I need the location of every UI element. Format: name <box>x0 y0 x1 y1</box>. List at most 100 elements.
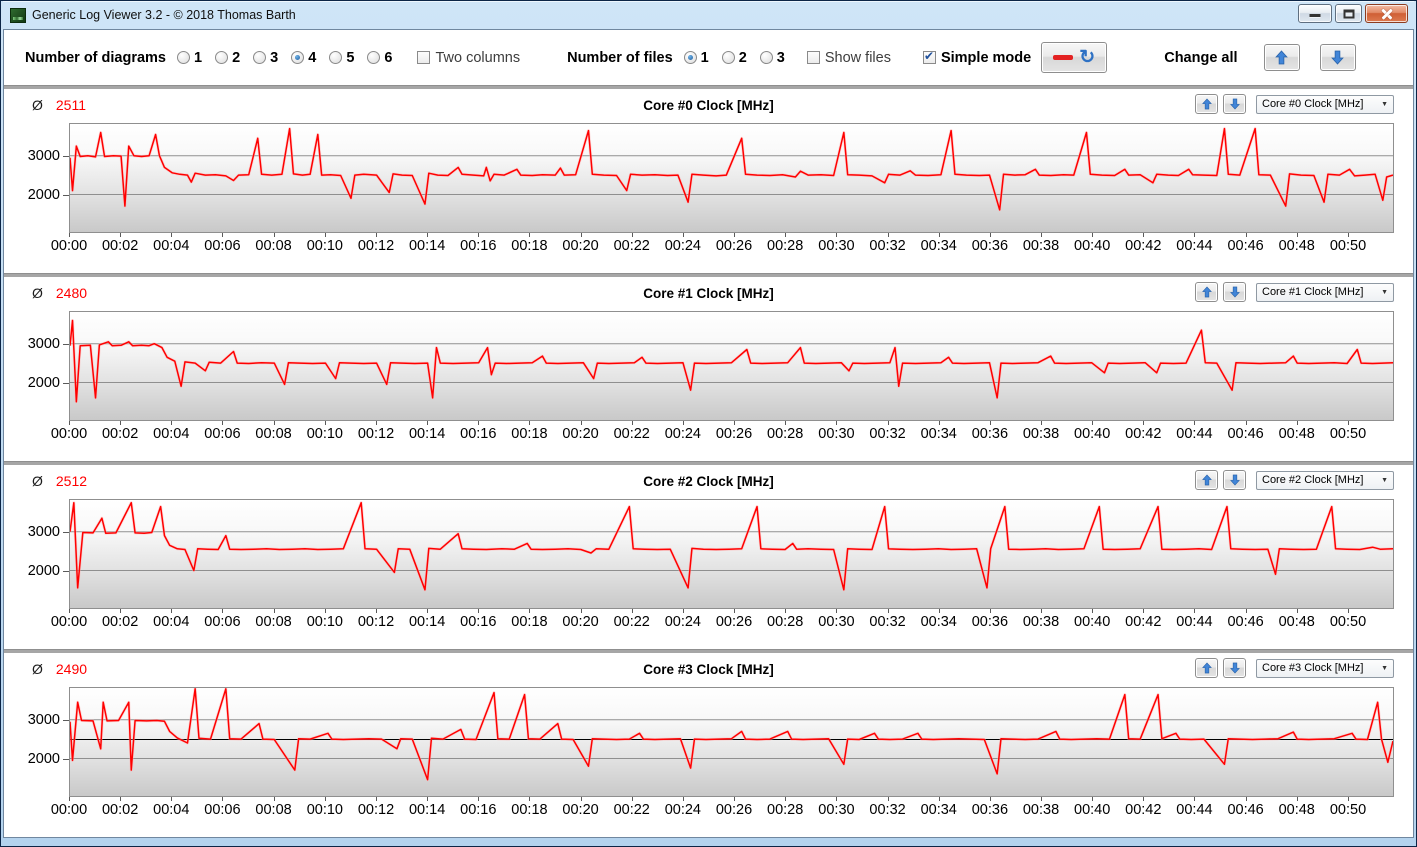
x-axis-label: 00:22 <box>613 802 650 818</box>
radio-icon[interactable] <box>177 51 190 64</box>
x-axis-label: 00:26 <box>715 426 753 442</box>
two-columns-checkbox-box[interactable] <box>417 51 431 64</box>
chevron-down-icon: ▼ <box>1381 288 1388 296</box>
radio-icon[interactable] <box>759 51 773 64</box>
panel-move-down-button[interactable] <box>1223 658 1246 678</box>
radio-icon[interactable] <box>683 51 697 64</box>
average-value: 2490 <box>55 661 88 677</box>
x-axis-tick <box>324 797 326 801</box>
x-axis-label: 00:04 <box>153 426 190 442</box>
x-axis-tick <box>580 797 582 801</box>
show-files-checkbox-box[interactable] <box>806 51 820 64</box>
panel-move-up-button[interactable] <box>1195 94 1218 114</box>
x-axis-label: 00:46 <box>1227 426 1264 442</box>
change-all-up-button[interactable] <box>1263 44 1300 71</box>
signal-select[interactable]: Core #0 Clock [MHz] ▼ <box>1256 94 1394 114</box>
radio-label: 1 <box>194 49 203 66</box>
two-columns-checkbox[interactable]: Two columns <box>417 50 520 66</box>
x-axis-label: 00:24 <box>664 238 702 254</box>
x-axis-tick <box>376 609 377 613</box>
radio-icon[interactable] <box>253 51 267 64</box>
x-axis-label: 00:46 <box>1227 802 1264 818</box>
radio-icon[interactable] <box>215 51 229 64</box>
x-axis-tick <box>836 609 838 613</box>
x-axis-label: 00:08 <box>255 426 292 442</box>
maximize-button[interactable] <box>1335 4 1362 23</box>
x-axis-tick <box>1041 421 1043 425</box>
x-axis-tick <box>938 421 940 425</box>
panel-move-up-button[interactable] <box>1195 282 1218 302</box>
files-option-1[interactable]: 1 <box>683 50 709 66</box>
x-axis-tick <box>580 421 582 425</box>
x-axis-tick <box>1296 421 1298 425</box>
x-axis-tick <box>1245 797 1247 801</box>
chart-panel-3: Ø 2490 Core #3 Clock [MHz] Core #3 Clock … <box>4 653 1413 837</box>
x-axis-label: 00:16 <box>460 614 497 630</box>
x-axis-label: 00:00 <box>50 426 88 442</box>
radio-icon[interactable] <box>329 51 343 64</box>
show-files-checkbox[interactable]: Show files <box>806 50 891 66</box>
x-axis-label: 00:30 <box>818 614 855 630</box>
chevron-down-icon: ▼ <box>1381 476 1388 484</box>
x-axis-tick <box>836 421 838 425</box>
simple-mode-label: Simple mode <box>940 49 1032 66</box>
app-icon <box>10 7 26 23</box>
change-all-down-button[interactable] <box>1319 44 1356 71</box>
radio-icon[interactable] <box>721 51 735 64</box>
panel-move-up-button[interactable] <box>1195 470 1218 490</box>
charts-container: Ø 2511 Core #0 Clock [MHz] Core #0 Clock … <box>4 89 1413 837</box>
files-option-3[interactable]: 3 <box>759 50 785 66</box>
diagrams-option-6[interactable]: 6 <box>367 50 392 66</box>
y-axis-tick <box>63 570 69 572</box>
x-axis-tick <box>427 609 429 613</box>
x-axis-tick <box>478 421 480 425</box>
average-value: 2480 <box>55 285 88 301</box>
diagrams-option-4[interactable]: 4 <box>291 50 316 66</box>
x-axis-tick <box>734 609 736 613</box>
x-axis-label: 00:24 <box>664 614 702 630</box>
down-arrow-icon <box>1229 662 1240 674</box>
radio-icon[interactable] <box>367 51 381 64</box>
minimize-button[interactable] <box>1298 4 1332 23</box>
x-axis-label: 00:02 <box>101 426 139 442</box>
x-axis-tick <box>1245 609 1247 613</box>
x-axis-tick <box>631 609 633 613</box>
x-axis-tick <box>682 233 684 237</box>
signal-select[interactable]: Core #3 Clock [MHz] ▼ <box>1256 658 1394 678</box>
x-axis-label: 00:00 <box>50 614 88 630</box>
files-option-2[interactable]: 2 <box>721 50 747 66</box>
up-arrow-icon <box>1201 286 1212 298</box>
diagrams-option-2[interactable]: 2 <box>215 50 240 66</box>
diagrams-option-3[interactable]: 3 <box>253 50 278 66</box>
x-axis-label: 00:14 <box>408 802 446 818</box>
x-axis-label: 00:20 <box>562 802 599 818</box>
panel-move-up-button[interactable] <box>1195 658 1218 678</box>
diagrams-option-1[interactable]: 1 <box>177 50 202 66</box>
y-axis-tick <box>63 155 69 157</box>
simple-mode-checkbox[interactable]: Simple mode <box>922 49 1032 66</box>
y-axis-tick <box>63 343 69 345</box>
x-axis-label: 00:44 <box>1176 426 1213 442</box>
x-axis-tick <box>1143 233 1145 237</box>
radio-icon[interactable] <box>291 51 305 64</box>
panel-move-down-button[interactable] <box>1223 470 1246 490</box>
titlebar[interactable]: Generic Log Viewer 3.2 - © 2018 Thomas B… <box>3 1 1414 29</box>
signal-select[interactable]: Core #2 Clock [MHz] ▼ <box>1256 470 1394 490</box>
diagrams-option-5[interactable]: 5 <box>329 50 354 66</box>
close-button[interactable] <box>1365 4 1408 23</box>
x-axis-tick <box>938 797 940 801</box>
x-axis-tick <box>1245 233 1247 237</box>
x-axis-label: 00:08 <box>255 614 292 630</box>
panel-move-down-button[interactable] <box>1223 282 1246 302</box>
signal-select[interactable]: Core #1 Clock [MHz] ▼ <box>1256 282 1394 302</box>
simple-mode-checkbox-box[interactable] <box>922 49 936 64</box>
x-axis-label: 00:30 <box>818 238 855 254</box>
chart-title: Core #1 Clock [MHz] <box>643 285 774 301</box>
panel-move-down-button[interactable] <box>1223 94 1246 114</box>
x-axis-tick <box>1194 233 1196 237</box>
up-arrow-icon <box>1201 662 1212 674</box>
line-style-refresh-button[interactable]: ↻ <box>1041 42 1108 73</box>
x-axis-tick <box>785 421 787 425</box>
x-axis-label: 00:40 <box>1074 614 1111 630</box>
